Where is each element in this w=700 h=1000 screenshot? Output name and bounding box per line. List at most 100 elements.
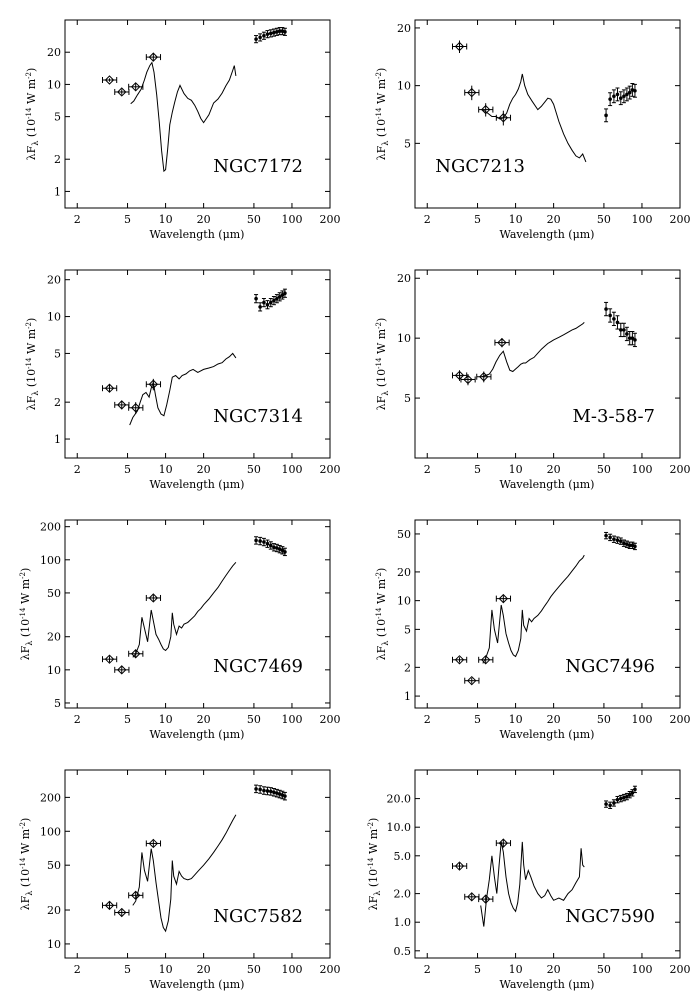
y-label-rest: (10 (375, 619, 388, 641)
y-tick-label: 10 (47, 311, 61, 324)
farir-point (615, 320, 620, 325)
y-axis-label: λFλ (10-14 W m-2) (19, 818, 34, 911)
y-label-main: λF (25, 395, 38, 410)
photometry-point (498, 593, 509, 604)
y-label-exp: -14 (375, 357, 383, 369)
y-ticks: 0.5 1.0 2.0 5.0 10.0 20.0 (387, 793, 680, 958)
photometry-point (454, 370, 465, 381)
x-tick-label: 5 (124, 713, 131, 726)
y-label-main: λF (19, 645, 32, 660)
y-label-close: ) (19, 568, 32, 572)
x-tick-label: 2 (74, 463, 81, 476)
plot-frame (414, 19, 681, 209)
farir-point (254, 787, 258, 791)
farir-point (272, 298, 276, 303)
y-label-units: W m (375, 328, 388, 357)
y-ticks: 5 10 20 (397, 22, 680, 150)
x-tick-label: 50 (247, 463, 261, 476)
y-label-rest: (10 (25, 369, 38, 391)
farir-point (604, 802, 608, 806)
y-tick-label: 20 (47, 631, 61, 644)
x-tick-label: 100 (281, 213, 302, 226)
irs-spectrum-line (482, 554, 585, 664)
y-tick-label: 5 (404, 137, 411, 150)
y-label-main: λF (19, 895, 32, 910)
y-label-rest: (10 (375, 369, 388, 391)
y-axis-label: λFλ (10-14 W m-2) (375, 568, 390, 661)
irs-spectrum-line (130, 61, 237, 173)
photometry-point (467, 87, 477, 98)
y-ticks: 1 2 5 10 20 (47, 274, 330, 446)
x-tick-label: 10 (159, 713, 173, 726)
farir-point (612, 801, 616, 805)
photometry-point (130, 890, 141, 901)
farir-point (268, 789, 273, 794)
y-label-units: W m (19, 828, 32, 857)
x-tick-label: 10 (509, 463, 523, 476)
irs-spectrum-line (132, 561, 237, 658)
x-tick-label: 10 (509, 213, 523, 226)
y-label-close: ) (375, 318, 388, 322)
y-tick-label: 10 (47, 664, 61, 677)
farir-point (262, 788, 266, 793)
farir-point (254, 37, 258, 41)
farir-point (615, 538, 620, 542)
farir-point (268, 300, 273, 305)
y-label-exp2: -2 (25, 322, 33, 329)
y-tick-label: 10.0 (387, 821, 412, 834)
y-axis-label: λFλ (10-14 W m-2) (25, 68, 40, 161)
photometry-point (467, 675, 477, 686)
panel-ngc7590: 2 5 10 20 50 100 200 0.5 1.0 2.0 5.0 10.0 20.0 NGC7… (367, 769, 691, 991)
farir-point (622, 795, 626, 800)
plot-frame (414, 269, 681, 459)
farir-point (625, 542, 629, 547)
farir-point (283, 30, 287, 34)
y-tick-label: 10 (47, 938, 61, 951)
photometry-point (130, 649, 141, 659)
y-label-rest: (10 (19, 869, 32, 891)
y-label-sub: λ (381, 141, 390, 146)
photometry-point (117, 665, 127, 675)
farir-point (604, 307, 608, 311)
plot-frame (64, 269, 331, 459)
photometry-point (117, 400, 127, 410)
photometry-point (454, 655, 465, 665)
x-axis-label: Wavelength (μm) (150, 728, 245, 741)
photometry-point (454, 861, 465, 871)
farir-point (612, 317, 616, 321)
farir-point (608, 97, 612, 101)
photometry-point (148, 838, 159, 849)
y-label-sub: λ (25, 641, 34, 646)
farir-point (622, 94, 626, 99)
galaxy-name-label: NGC7469 (213, 656, 303, 677)
x-ticks: 2 5 10 20 50 100 200 (74, 520, 341, 726)
irs-spectrum-line (132, 814, 237, 933)
farir-point (627, 90, 632, 95)
y-label-exp: -14 (19, 857, 27, 869)
y-label-main: λF (375, 645, 388, 660)
x-tick-label: 20 (197, 463, 211, 476)
plot-frame (414, 769, 681, 959)
x-tick-label: 10 (509, 713, 523, 726)
x-tick-label: 20 (547, 713, 561, 726)
y-tick-label: 20 (397, 272, 411, 285)
y-tick-label: 5.0 (394, 850, 412, 863)
irs-spectrum-line (480, 841, 585, 927)
farir-point (622, 328, 626, 332)
farir-point (618, 328, 623, 332)
farir-point (275, 546, 279, 550)
y-label-close: ) (25, 318, 38, 322)
y-tick-label: 10 (397, 595, 411, 608)
x-tick-label: 50 (597, 213, 611, 226)
y-label-close: ) (25, 68, 38, 72)
x-tick-label: 5 (474, 463, 481, 476)
y-label-sub: λ (25, 891, 34, 896)
photometry-point (497, 337, 507, 348)
farir-point (604, 533, 608, 538)
y-tick-label: 5 (54, 111, 61, 124)
series (101, 288, 287, 426)
x-tick-label: 200 (670, 463, 691, 476)
y-label-units: W m (25, 328, 38, 357)
farir-point (272, 30, 276, 35)
y-label-sub: λ (373, 891, 382, 896)
